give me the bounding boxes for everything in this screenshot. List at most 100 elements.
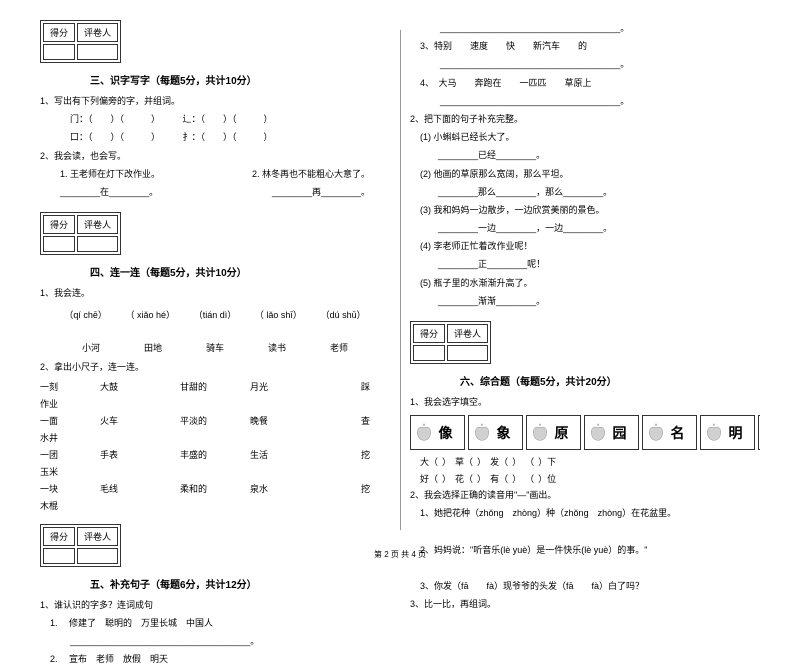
apple-char-box: 明 (700, 415, 755, 450)
r1: ____________________________________。 (410, 20, 760, 36)
pinyin-2: （tián dì） (194, 308, 237, 321)
q5-2-item: ________一边________，一边________。 (410, 220, 760, 236)
pinyin-1: （ xiǎo hé） (126, 308, 176, 321)
page-footer: 第 2 页 共 4 页 (0, 549, 800, 560)
q3-2b: 2. 林冬再也不能粗心大意了。 (252, 166, 370, 182)
q6-3: 3、比一比，再组词。 (410, 596, 760, 612)
q3-2d: ________再________。 (272, 184, 370, 200)
q3-2c: ________在________。 (60, 184, 158, 200)
q3-1: 1、写出有下列偏旁的字，并组词。 (40, 93, 390, 109)
page-container: 得分评卷人 三、识字写字（每题5分，共计10分） 1、写出有下列偏旁的字，并组词… (0, 0, 800, 545)
pinyin-0: （qí chē） (64, 308, 107, 321)
score-box-6: 得分评卷人 (410, 321, 491, 364)
match-cell (100, 465, 180, 478)
match-cell: 大鼓 (100, 380, 180, 393)
match-cell (250, 465, 330, 478)
q6-1: 1、我会选字填空。 (410, 394, 760, 410)
apple-char: 象 (497, 423, 511, 443)
grader-cell (447, 345, 488, 361)
match-row: 木棍 (40, 497, 390, 514)
pinyin-4: （dú shū） (321, 308, 366, 321)
match-cell (330, 499, 370, 512)
match-cell: 水井 (40, 431, 100, 444)
match-cell: 月光 (250, 380, 330, 393)
match-cell (100, 397, 180, 410)
r3: ____________________________________。 (410, 56, 760, 72)
match-cell: 晚餐 (250, 414, 330, 427)
grader-label: 评卷人 (77, 215, 118, 234)
q5-1b: 2. 宣布 老师 放假 明天 (40, 651, 390, 667)
word-1: 田地 (144, 341, 162, 354)
match-cell: 柔和的 (180, 482, 250, 495)
q3-2-row: 1. 王老师在灯下改作业。 2. 林冬再也不能粗心大意了。 (40, 166, 390, 184)
word-2: 骑车 (206, 341, 224, 354)
fill-line: 好（）花（）有（）（）位 (410, 470, 760, 487)
match-cell: 火车 (100, 414, 180, 427)
match-cell (100, 431, 180, 444)
match-row: 一刻大鼓甘甜的月光踩 (40, 378, 390, 395)
match-cell (180, 431, 250, 444)
fill-cell: 好（ (420, 472, 438, 485)
match-cell: 生活 (250, 448, 330, 461)
pinyin-3: （ lǎo shī） (255, 308, 302, 321)
score-label: 得分 (43, 215, 75, 234)
fill-cell: （ (525, 472, 534, 485)
match-cell: 一刻 (40, 380, 100, 393)
r2: 3、特别 速度 快 新汽车 的 (410, 38, 760, 54)
fill-cell: 有（ (490, 472, 508, 485)
fill-cell: ） (442, 472, 451, 485)
q5-2-item: ________那么________，那么________。 (410, 184, 760, 200)
column-divider (400, 30, 401, 530)
q5-2-item: (5) 瓶子里的水渐渐升高了。 (410, 275, 760, 291)
grader-cell (77, 44, 118, 60)
score-label: 得分 (413, 324, 445, 343)
match-cell (180, 397, 250, 410)
match-row: 一面火车平淡的晚餐查 (40, 412, 390, 429)
match-row: 一团手表丰盛的生活挖 (40, 446, 390, 463)
q5-2: 2、把下面的句子补充完整。 (410, 111, 760, 127)
right-column: ____________________________________。 3、… (400, 20, 770, 540)
word-3: 读书 (268, 341, 286, 354)
q3-1b: 口：（ ）（ ） 扌：（ ）（ ） (40, 129, 390, 145)
fill-cell: ） (512, 472, 521, 485)
q5-2-item: (3) 我和妈妈一边散步，一边欣赏美丽的景色。 (410, 202, 760, 218)
match-cell: 泉水 (250, 482, 330, 495)
q6-2: 2、我会选择正确的读音用"—"画出。 (410, 487, 760, 503)
q3-2a: 1. 王老师在灯下改作业。 (60, 166, 160, 182)
match-cell: 平淡的 (180, 414, 250, 427)
score-box-5: 得分评卷人 (40, 524, 121, 567)
grader-label: 评卷人 (447, 324, 488, 343)
match-cell: 挖 (330, 482, 370, 495)
q6-2-item (410, 524, 760, 540)
q5-2-item: ________正________呢！ (410, 256, 760, 272)
q6-2-item: 3、你发（fā fà）现爷爷的头发（fā fà）白了吗？ (410, 578, 760, 594)
q5-2-item: ________渐渐________。 (410, 293, 760, 309)
r4: 4、 大马 奔跑在 一匹匹 草原上 (410, 75, 760, 91)
score-cell (43, 44, 75, 60)
match-cell (330, 397, 370, 410)
match-row: 一块毛线柔和的泉水挖 (40, 480, 390, 497)
q4-2: 2、拿出小尺子，连一连。 (40, 359, 390, 375)
fill-cell: ）位 (538, 472, 556, 485)
q5-1a: 1. 修建了 聪明的 万里长城 中国人 (40, 615, 390, 631)
grader-cell (77, 236, 118, 252)
apple-char: 像 (439, 423, 453, 443)
score-label: 得分 (43, 23, 75, 42)
section-4-title: 四、连一连（每题5分，共计10分） (90, 264, 390, 279)
match-cell: 查 (330, 414, 370, 427)
q5-2-item: (2) 他画的草原那么宽阔，那么平坦。 (410, 166, 760, 182)
q6-fill-container: 大（）草（）发（）（）下好（）花（）有（）（）位 (410, 453, 760, 487)
q5-2-item: ________已经________。 (410, 147, 760, 163)
match-cell: 玉米 (40, 465, 100, 478)
match-cell: 手表 (100, 448, 180, 461)
pinyin-row: （qí chē） （ xiǎo hé） （tián dì） （ lǎo shī）… (40, 303, 390, 326)
apple-char-box: 原 (526, 415, 581, 450)
q6-2-item (410, 560, 760, 576)
q5-2-item: (4) 李老师正忙着改作业呢！ (410, 238, 760, 254)
fill-cell: 发（ (490, 455, 508, 468)
match-cell: 一面 (40, 414, 100, 427)
score-box-4: 得分评卷人 (40, 212, 121, 255)
q4-1: 1、我会连。 (40, 285, 390, 301)
match-cell (330, 431, 370, 444)
apple-char-box: 像 (410, 415, 465, 450)
